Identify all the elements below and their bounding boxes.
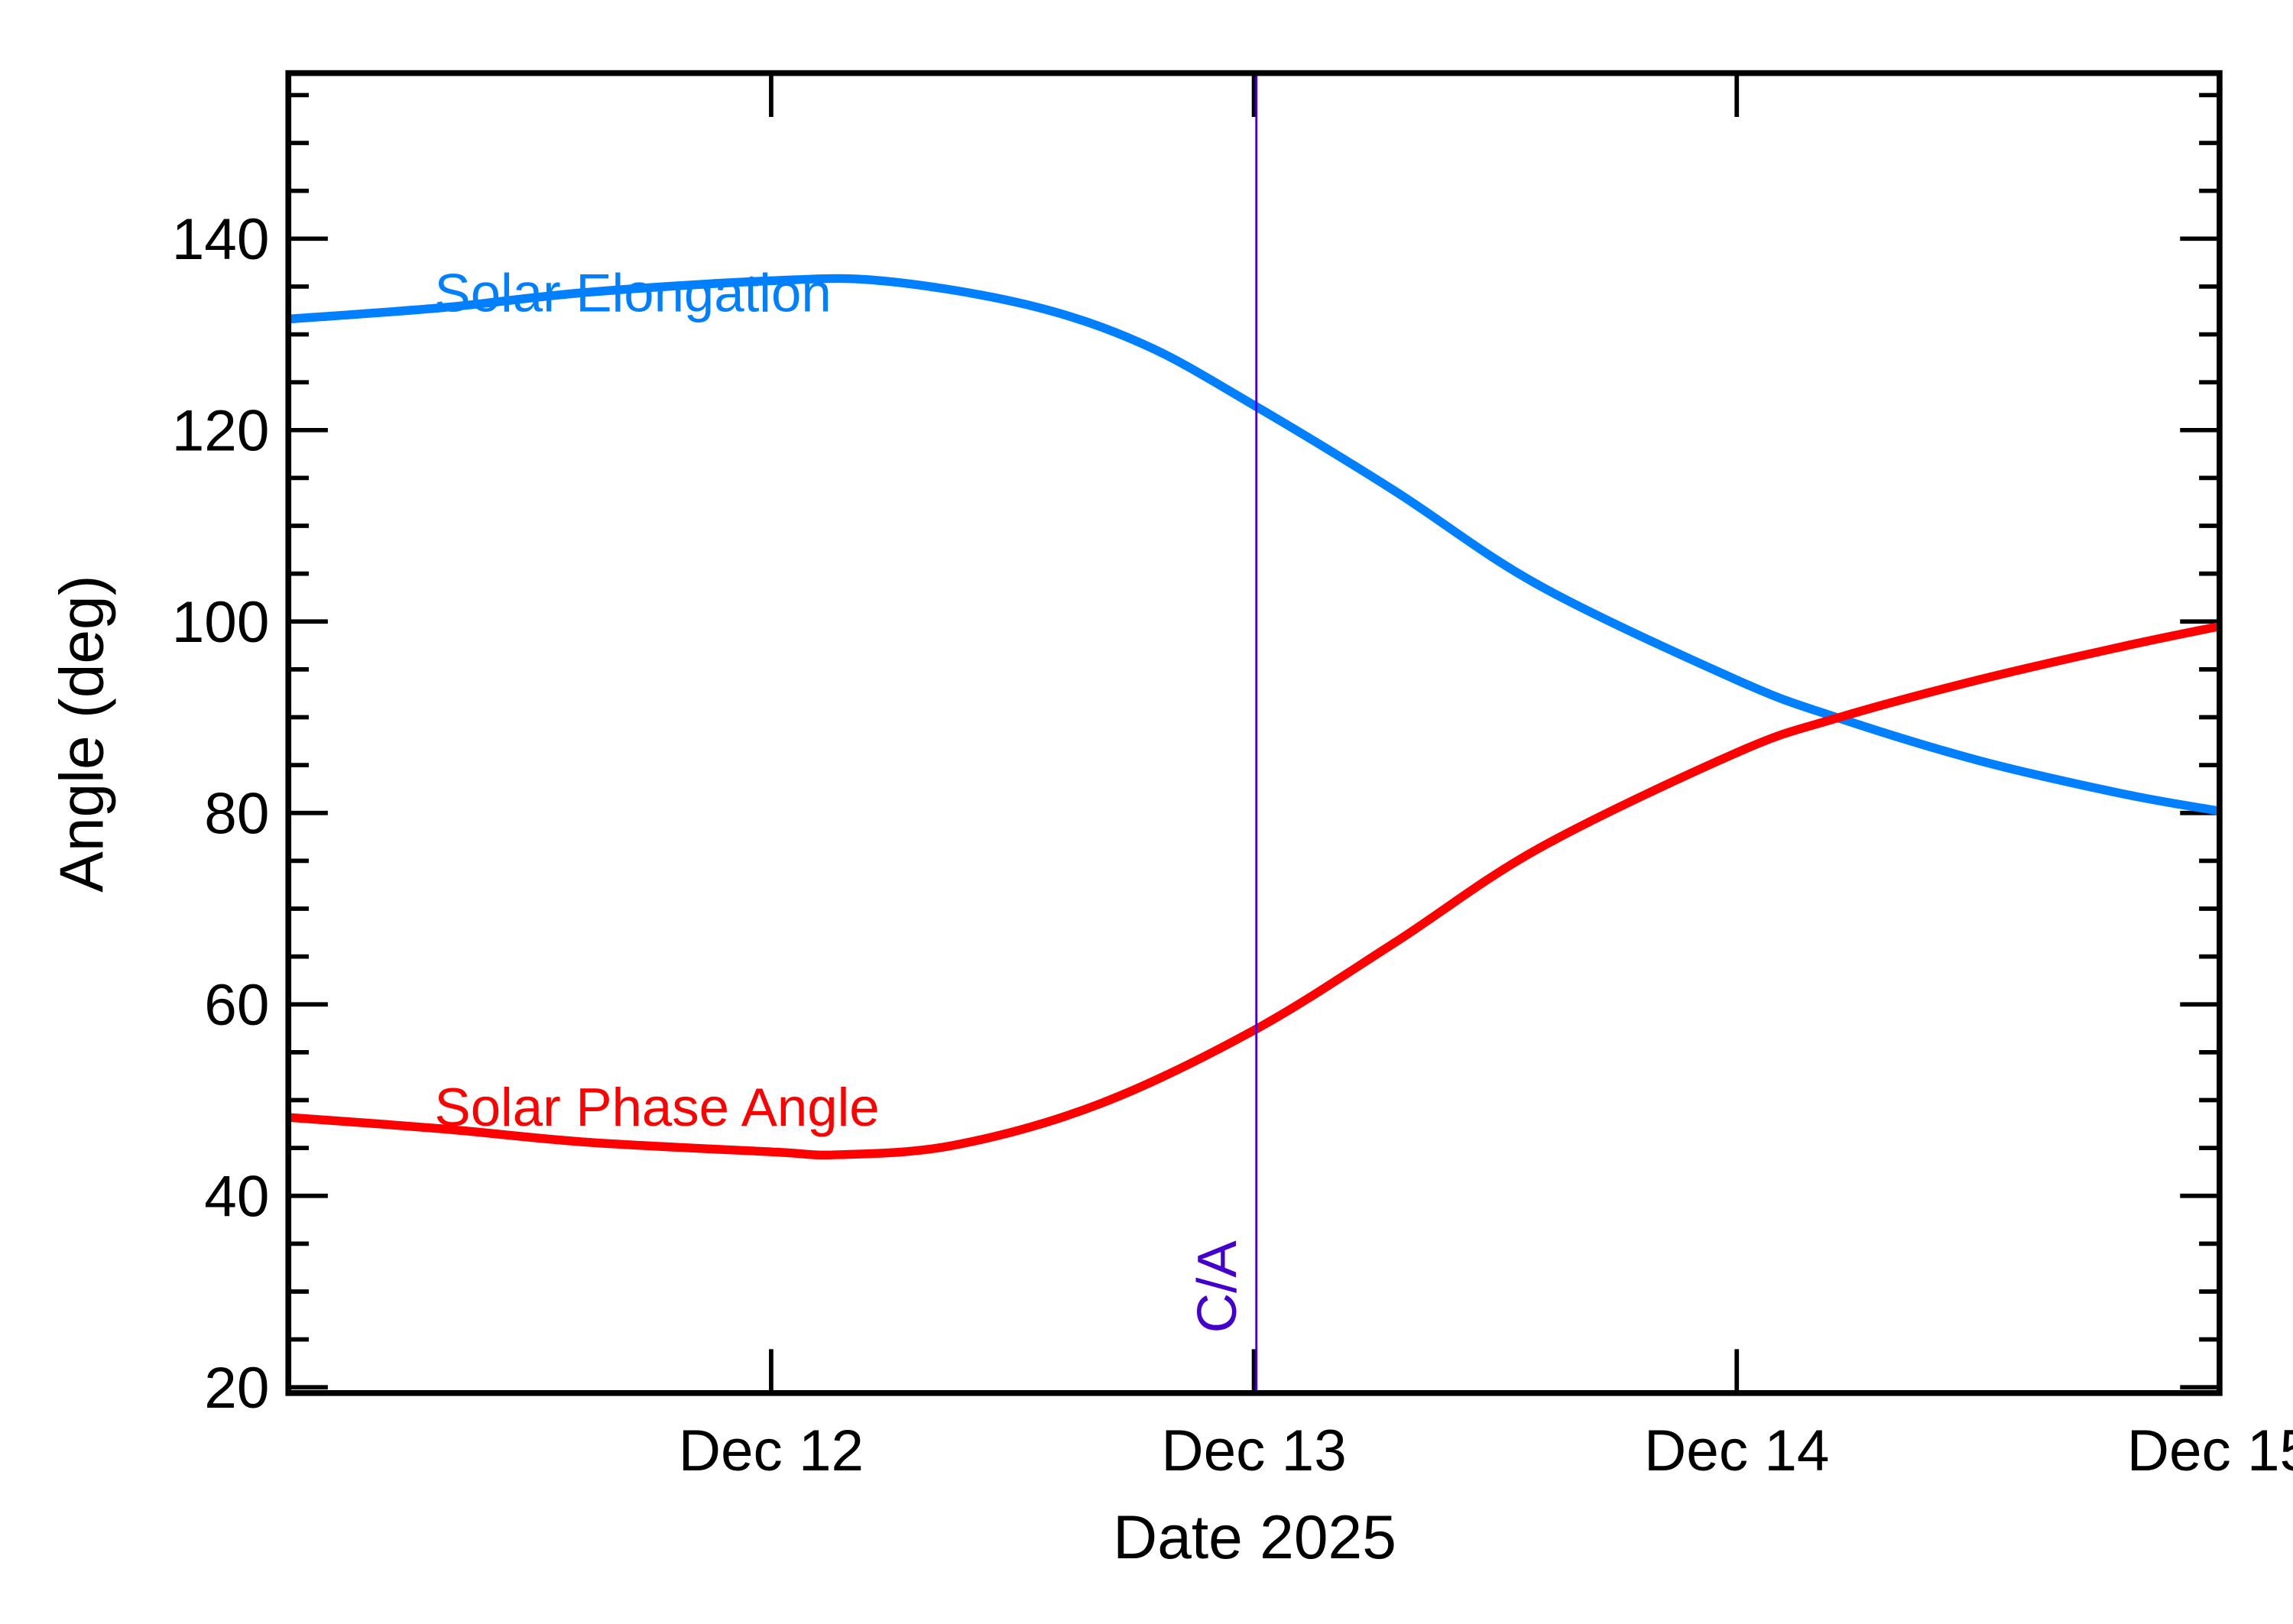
series-curves bbox=[287, 274, 2221, 1160]
tick-labels: 20 40 60 80 100 120 140 Dec 12 Dec 13 Dec 14 Dec 1… bbox=[172, 207, 2293, 1483]
x-tick-label: Dec 14 bbox=[1644, 1418, 1829, 1483]
x-tick-label: Dec 12 bbox=[679, 1418, 864, 1483]
y-tick-label: 120 bbox=[172, 399, 270, 464]
series-label-solar-phase-angle: Solar Phase Angle bbox=[435, 1077, 880, 1137]
y-tick-label: 140 bbox=[172, 207, 270, 272]
plot-frame bbox=[285, 70, 2223, 1396]
y-tick-label: 20 bbox=[204, 1356, 269, 1421]
series-label-solar-elongation: Solar Elongation bbox=[435, 262, 832, 323]
x-tick-label: Dec 15 bbox=[2127, 1418, 2293, 1483]
axis-ticks bbox=[288, 73, 2222, 1393]
y-axis-title: Angle (deg) bbox=[47, 575, 116, 893]
x-axis-title: Date 2025 bbox=[1113, 1503, 1396, 1572]
y-tick-label: 100 bbox=[172, 590, 270, 655]
series-line-solar-phase-angle bbox=[287, 621, 2221, 1160]
y-tick-label: 80 bbox=[204, 782, 269, 847]
x-tick-label: Dec 13 bbox=[1161, 1418, 1346, 1483]
y-tick-label: 60 bbox=[204, 973, 269, 1038]
closest-approach-label: C/A bbox=[1186, 1240, 1248, 1334]
y-tick-label: 40 bbox=[204, 1165, 269, 1230]
series-line-solar-elongation bbox=[287, 274, 2220, 815]
